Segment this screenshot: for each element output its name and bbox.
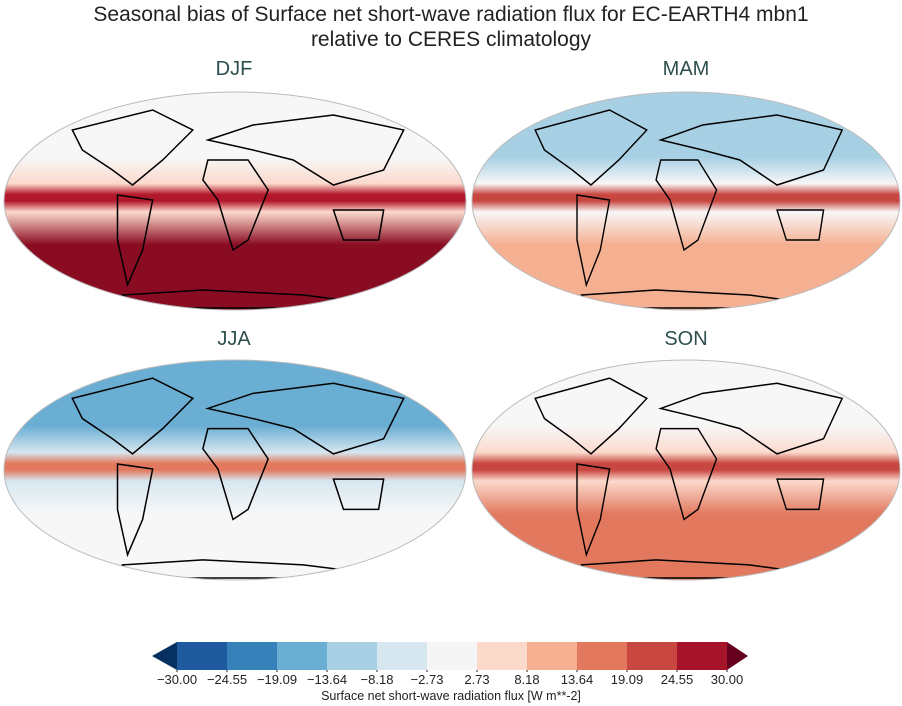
colorbar-bin <box>377 642 428 670</box>
coastline <box>576 463 611 558</box>
colorbar-bin <box>477 642 528 670</box>
panel-title-jja: JJA <box>217 328 251 350</box>
coastline <box>776 478 825 511</box>
colorbar-tick-label: 13.64 <box>560 672 594 687</box>
colorbar-bin <box>277 642 328 670</box>
colorbar-bin <box>527 642 578 670</box>
panel-title-son: SON <box>664 328 708 350</box>
coastline <box>776 209 825 241</box>
coastline <box>205 382 405 455</box>
colorbar-tick-label: 8.18 <box>514 672 540 687</box>
map-djf <box>3 91 467 311</box>
coastline <box>576 194 611 288</box>
coastline <box>116 194 154 288</box>
coastline <box>332 478 385 511</box>
map-border <box>471 359 901 581</box>
coastline <box>332 209 385 241</box>
colorbar-over-extension <box>727 642 748 670</box>
colorbar-bin <box>327 642 378 670</box>
colorbar-bin <box>577 642 628 670</box>
colorbar-bin <box>627 642 678 670</box>
coastline <box>655 159 718 252</box>
coastline <box>71 109 195 186</box>
colorbar-tick-label: −24.55 <box>206 672 248 687</box>
coastline <box>202 159 269 252</box>
colorbar-tick-label: −2.73 <box>410 672 444 687</box>
coastline <box>534 109 648 186</box>
coastline <box>658 382 844 455</box>
colorbar-tick-label: −19.09 <box>256 672 298 687</box>
colorbar-under-extension <box>152 642 177 670</box>
map-border <box>3 91 467 311</box>
colorbar-bin <box>427 642 478 670</box>
coastline <box>655 427 718 521</box>
coastline <box>71 377 195 455</box>
colorbar-tick-label: −13.64 <box>306 672 348 687</box>
coastline <box>116 463 154 558</box>
map-border <box>3 359 467 581</box>
colorbar-tick-label: 2.73 <box>464 672 490 687</box>
map-field <box>4 360 466 580</box>
colorbar-tick-label: −30.00 <box>156 672 198 687</box>
colorbar-label: Surface net short-wave radiation flux [W… <box>321 689 581 703</box>
panel-title-djf: DJF <box>215 58 253 80</box>
map-field <box>472 92 900 310</box>
coastline <box>534 377 648 455</box>
map-border <box>471 91 901 311</box>
figure-title: Seasonal bias of Surface net short-wave … <box>93 3 809 51</box>
map-field <box>4 92 466 310</box>
colorbar-tick-label: 19.09 <box>610 672 644 687</box>
colorbar-tick-label: 24.55 <box>660 672 694 687</box>
coastline <box>202 427 269 521</box>
colorbar-bin <box>677 642 728 670</box>
map-jja <box>3 359 467 581</box>
colorbar-tick-label: 30.00 <box>710 672 744 687</box>
colorbar-tick-label: −8.18 <box>360 672 394 687</box>
coastline <box>205 114 405 186</box>
colorbar-bin <box>227 642 278 670</box>
map-field <box>472 360 900 580</box>
map-mam <box>471 91 901 311</box>
panel-title-mam: MAM <box>662 58 710 80</box>
map-son <box>471 359 901 581</box>
coastline <box>658 114 844 186</box>
colorbar <box>152 642 748 672</box>
colorbar-bin <box>177 642 228 670</box>
